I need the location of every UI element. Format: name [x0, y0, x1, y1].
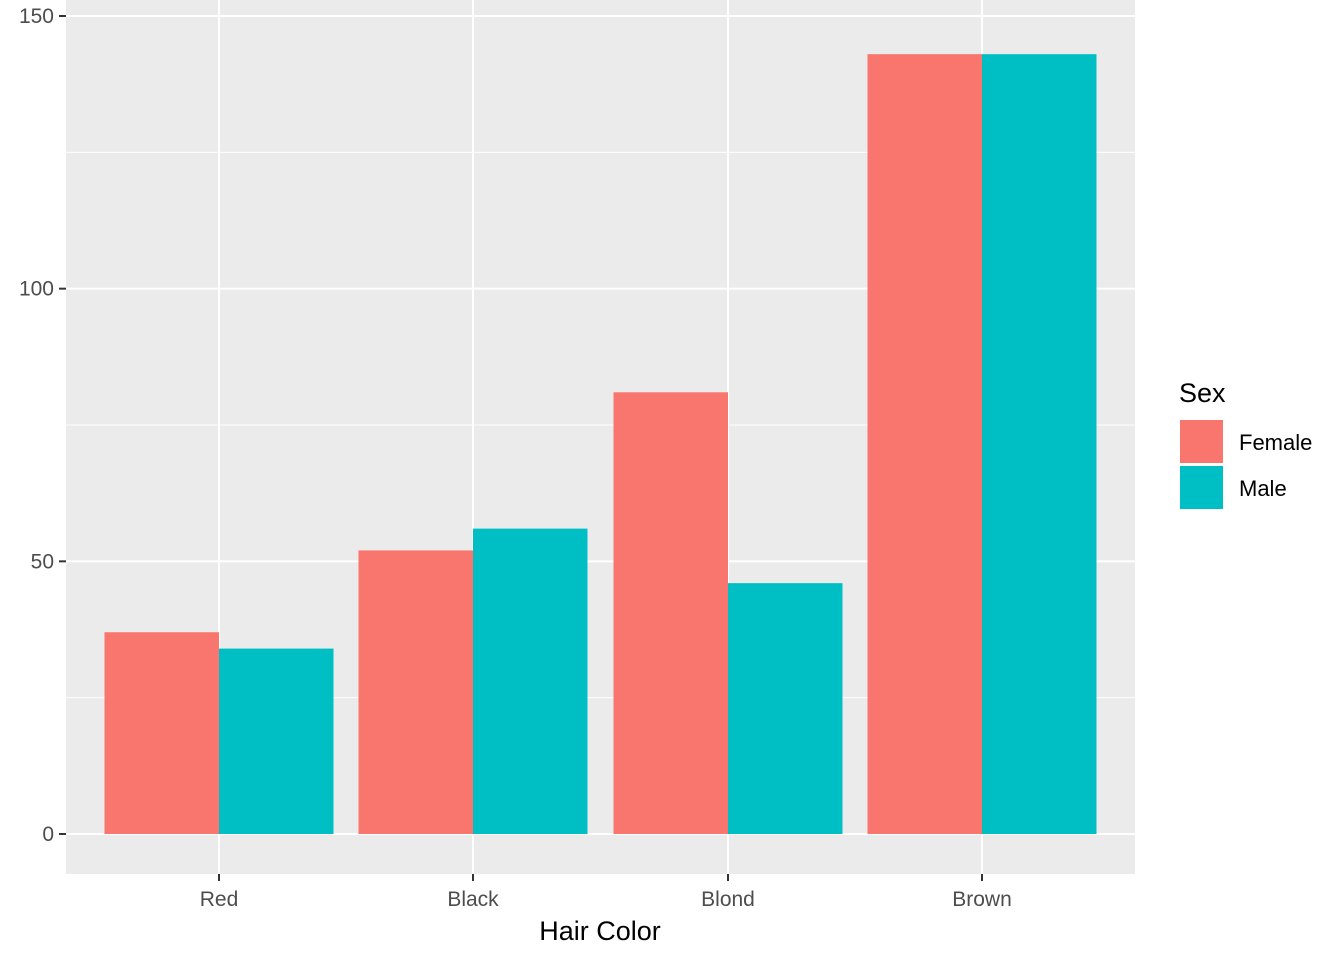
x-axis: Red Black Blond Brown	[200, 874, 1012, 911]
legend-key-female	[1180, 420, 1223, 463]
bar-female-red	[104, 632, 219, 834]
y-tick-label: 50	[31, 550, 54, 573]
legend-label-male: Male	[1239, 476, 1287, 501]
bar-female-brown	[867, 54, 982, 834]
x-tick-label-brown: Brown	[952, 888, 1012, 911]
x-tick-label-red: Red	[200, 888, 239, 911]
legend-title: Sex	[1179, 378, 1226, 408]
x-axis-title: Hair Color	[539, 916, 661, 946]
bar-male-red	[219, 648, 334, 834]
bar-male-brown	[982, 54, 1097, 834]
y-tick-label: 100	[19, 278, 54, 301]
bar-male-black	[473, 528, 588, 834]
y-tick-label: 150	[19, 5, 54, 28]
legend-label-female: Female	[1239, 430, 1312, 455]
legend-key-male	[1180, 466, 1223, 509]
x-tick-label-black: Black	[447, 888, 499, 911]
bar-female-black	[358, 550, 473, 834]
legend-entries: Female Male	[1180, 420, 1312, 509]
bars	[104, 54, 1097, 834]
legend: Sex Female Male	[1179, 378, 1312, 509]
bar-male-blond	[728, 583, 843, 834]
y-tick-label: 0	[42, 823, 54, 846]
y-axis: 0 50 100 150	[19, 5, 66, 846]
x-tick-label-blond: Blond	[701, 888, 755, 911]
bar-female-blond	[613, 392, 728, 834]
